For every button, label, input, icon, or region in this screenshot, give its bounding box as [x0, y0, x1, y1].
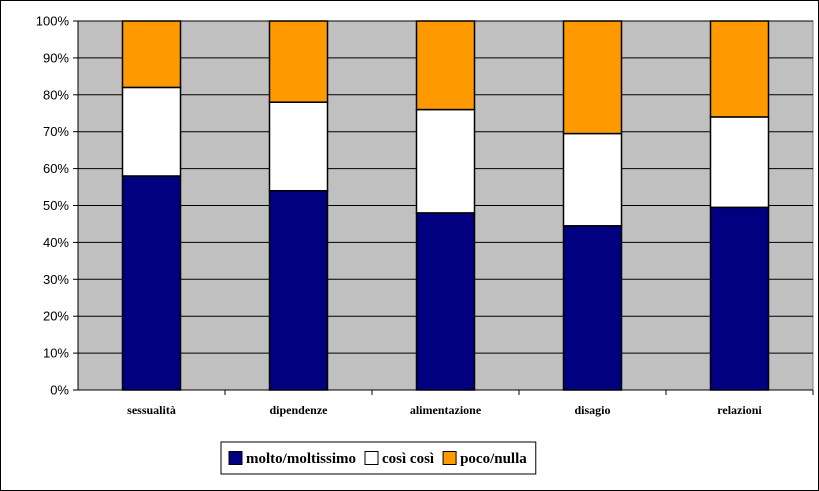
- legend-swatch: [442, 451, 457, 465]
- x-tick-label: sessualità: [127, 403, 176, 417]
- bar-segment: [415, 108, 476, 214]
- x-tick-labels: sessualità dipendenze alimentazione disagio…: [127, 403, 762, 417]
- bar-segment: [562, 20, 623, 135]
- y-tick-label: 0%: [50, 383, 69, 398]
- bar-segment: [121, 175, 182, 391]
- legend: molto/moltissimo così così poco/nulla: [220, 441, 537, 475]
- legend-swatch: [364, 451, 379, 465]
- bar-segment: [415, 20, 476, 111]
- bar-segment: [268, 101, 329, 192]
- y-tick-labels: 0% 10% 20% 30% 40% 50% 60% 70% 80% 90% 100%: [36, 14, 70, 398]
- y-tick-label: 70%: [43, 124, 69, 139]
- bar-segment: [562, 225, 623, 391]
- x-tick-label: alimentazione: [410, 403, 482, 417]
- legend-swatch: [228, 451, 243, 465]
- y-tick-label: 30%: [43, 272, 69, 287]
- y-tick-label: 100%: [36, 14, 70, 29]
- x-tick-label: relazioni: [717, 403, 762, 417]
- legend-label: così così: [382, 451, 434, 467]
- bar-segment: [121, 86, 182, 177]
- x-tick-label: disagio: [574, 403, 610, 417]
- bar-segment: [562, 132, 623, 227]
- bar-segment: [709, 116, 770, 209]
- legend-label: poco/nulla: [460, 451, 527, 467]
- y-tick-label: 60%: [43, 161, 69, 176]
- bar-segment: [268, 20, 329, 103]
- bar-segment: [415, 212, 476, 391]
- y-tick-label: 50%: [43, 198, 69, 213]
- axes: [77, 21, 813, 391]
- y-tick-label: 90%: [43, 50, 69, 65]
- x-tick-label: dipendenze: [269, 403, 328, 417]
- bar-segment: [121, 20, 182, 89]
- y-tick-label: 10%: [43, 346, 69, 361]
- bar-segment: [268, 189, 329, 391]
- legend-label: molto/moltissimo: [246, 451, 356, 467]
- bar-segment: [709, 20, 770, 118]
- y-tick-label: 20%: [43, 309, 69, 324]
- bar-segment: [709, 206, 770, 391]
- y-tick-label: 80%: [43, 87, 69, 102]
- y-tick-label: 40%: [43, 235, 69, 250]
